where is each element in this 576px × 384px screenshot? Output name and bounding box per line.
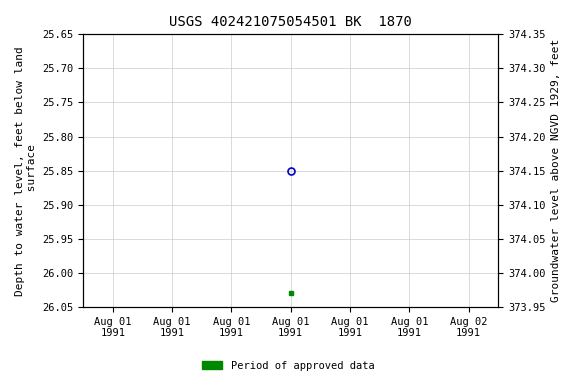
Y-axis label: Groundwater level above NGVD 1929, feet: Groundwater level above NGVD 1929, feet xyxy=(551,39,561,302)
Legend: Period of approved data: Period of approved data xyxy=(198,357,378,375)
Y-axis label: Depth to water level, feet below land
 surface: Depth to water level, feet below land su… xyxy=(15,46,37,296)
Title: USGS 402421075054501 BK  1870: USGS 402421075054501 BK 1870 xyxy=(169,15,412,29)
